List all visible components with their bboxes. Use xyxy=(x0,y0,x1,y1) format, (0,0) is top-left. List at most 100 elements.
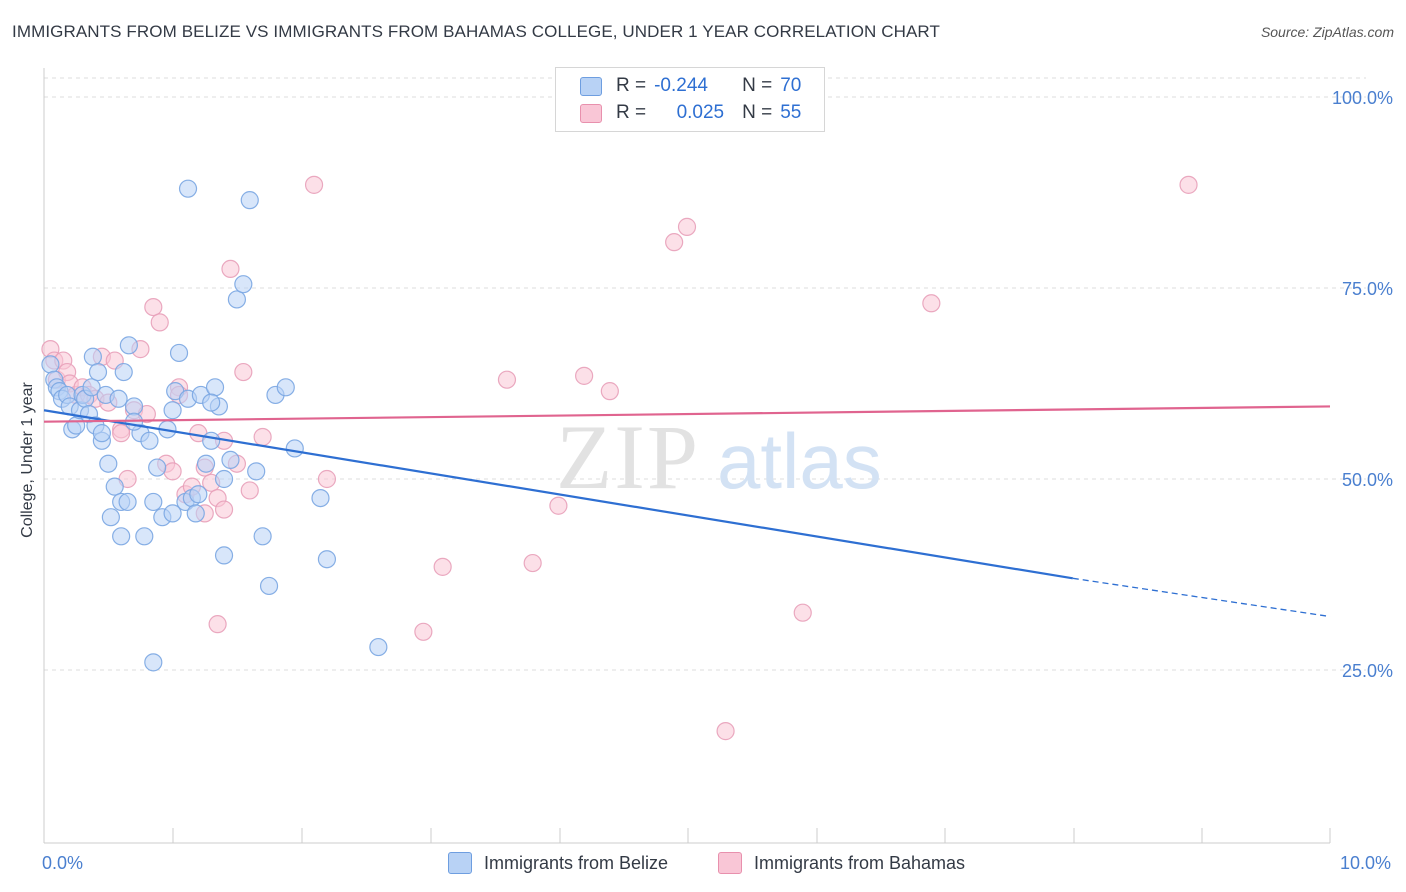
y-tick-label: 75.0% xyxy=(1342,279,1393,299)
data-point xyxy=(214,469,234,489)
correlation-legend: R = -0.244 N = 70 R = 0.025 N = 55 xyxy=(555,67,825,132)
data-point xyxy=(677,217,697,236)
data-point xyxy=(148,458,167,477)
chart-title: IMMIGRANTS FROM BELIZE VS IMMIGRANTS FRO… xyxy=(12,22,940,41)
data-point xyxy=(317,469,337,489)
data-point xyxy=(234,275,253,294)
data-point xyxy=(140,431,159,450)
bottom-legend-swatch-pink xyxy=(718,852,742,874)
data-point xyxy=(285,439,304,458)
data-point xyxy=(214,500,234,519)
data-point xyxy=(189,485,208,504)
data-point xyxy=(196,454,216,473)
data-point xyxy=(221,450,240,469)
data-point xyxy=(205,378,225,397)
source-credit: Source: ZipAtlas.com xyxy=(1260,24,1394,40)
data-point xyxy=(144,298,163,317)
data-point xyxy=(247,462,266,481)
data-point xyxy=(163,504,182,523)
trend-lines xyxy=(43,405,1331,618)
data-point xyxy=(202,431,221,450)
data-point xyxy=(186,504,205,523)
legend-row-pink: R = 0.025 N = 55 xyxy=(580,100,801,126)
data-point xyxy=(101,508,120,527)
data-point xyxy=(144,492,163,512)
legend-r-label: R = xyxy=(616,102,647,123)
data-point xyxy=(523,553,542,573)
axes xyxy=(43,68,1331,844)
data-point xyxy=(208,615,227,634)
data-point xyxy=(575,366,594,385)
data-point xyxy=(202,393,221,412)
data-point xyxy=(304,175,324,194)
data-point xyxy=(82,378,101,397)
legend-n-label: N = xyxy=(742,75,773,96)
legend-n-value: 55 xyxy=(780,102,802,123)
data-point xyxy=(414,622,433,641)
data-point xyxy=(240,481,259,500)
blue-series-points xyxy=(41,179,388,672)
bottom-legend-blue: Immigrants from Belize xyxy=(448,852,668,874)
data-point xyxy=(433,557,452,576)
data-point xyxy=(600,382,619,401)
data-point xyxy=(99,454,118,473)
data-point xyxy=(118,492,137,512)
data-point xyxy=(234,362,253,382)
watermark-atlas: atlas xyxy=(717,417,882,505)
data-point xyxy=(163,462,182,481)
data-point xyxy=(178,179,198,198)
trend-line-blue-extension xyxy=(1072,577,1331,618)
data-point xyxy=(1179,175,1198,194)
data-point xyxy=(221,259,240,278)
data-point xyxy=(41,355,60,374)
data-point xyxy=(922,294,941,313)
data-point xyxy=(88,362,108,382)
legend-r-value: 0.025 xyxy=(676,102,725,123)
data-point xyxy=(144,653,163,672)
data-point xyxy=(109,389,128,408)
trend-line-pink xyxy=(43,405,1331,423)
data-point xyxy=(716,722,735,741)
legend-n-label: N = xyxy=(742,102,773,123)
legend-n-value: 70 xyxy=(780,75,802,96)
data-point xyxy=(240,191,259,210)
bottom-legend-label-pink: Immigrants from Bahamas xyxy=(754,852,966,873)
legend-swatch-blue xyxy=(580,76,602,96)
data-point xyxy=(119,336,138,355)
data-point xyxy=(150,313,169,332)
data-point xyxy=(317,550,337,569)
bottom-legend-swatch-blue xyxy=(448,852,472,874)
data-point xyxy=(253,427,272,447)
x-tick-min: 0.0% xyxy=(42,853,84,873)
y-tick-label: 50.0% xyxy=(1342,470,1393,490)
data-point xyxy=(665,233,684,252)
data-point xyxy=(793,603,812,622)
data-point xyxy=(169,343,189,363)
data-point xyxy=(311,489,330,508)
data-point xyxy=(83,347,102,366)
legend-row-blue: R = -0.244 N = 70 xyxy=(580,73,801,99)
data-point xyxy=(92,424,111,443)
watermark: ZIP atlas xyxy=(556,406,882,508)
data-point xyxy=(112,424,131,443)
trend-line-blue xyxy=(43,409,1073,580)
data-point xyxy=(124,397,144,416)
y-tick-labels: 100.0% 75.0% 50.0% 25.0% xyxy=(1332,88,1393,681)
legend-swatch-pink xyxy=(580,103,602,123)
data-point xyxy=(135,527,154,546)
legend-r-label: R = xyxy=(616,75,647,96)
data-point xyxy=(497,370,517,389)
data-point xyxy=(112,527,131,546)
data-point xyxy=(163,401,182,420)
y-axis-label: College, Under 1 year xyxy=(19,382,36,538)
data-point xyxy=(214,546,234,565)
data-point xyxy=(227,290,246,309)
data-point xyxy=(105,477,124,496)
data-point xyxy=(549,496,568,515)
data-point xyxy=(259,576,279,596)
x-tick-max: 10.0% xyxy=(1340,853,1392,873)
y-tick-label: 100.0% xyxy=(1332,88,1393,108)
data-point xyxy=(369,637,388,657)
y-tick-label: 25.0% xyxy=(1342,661,1393,681)
